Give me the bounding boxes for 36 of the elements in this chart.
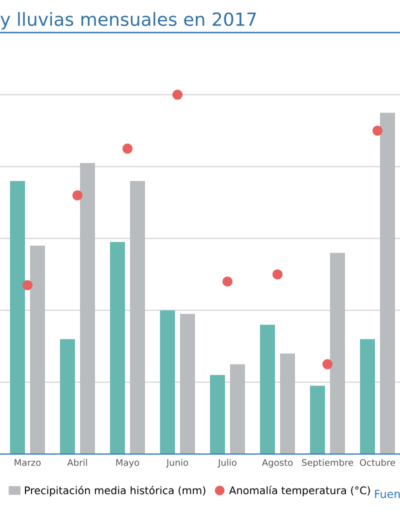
x-tick-label: Agosto [262,459,293,468]
bar [280,353,295,454]
bar [10,180,25,454]
legend-label: Anomalía temperatura (°C) [229,486,370,496]
bar [110,242,125,454]
x-tick-label: Mayo [116,459,140,468]
point [222,276,233,287]
x-tick-label: Octubre [360,458,396,466]
chart-title: y lluvias mensuales en 2017 [0,12,256,30]
bar [310,386,325,454]
bar [30,246,45,454]
x-tick-label: Abril [67,458,87,466]
bar [380,112,395,454]
point [172,90,183,100]
bar [330,252,345,454]
bar [130,180,145,454]
x-tick-label: Julio [218,458,236,468]
bar [60,339,75,454]
point [72,190,83,200]
text: Fuen [375,490,400,498]
x-tick-label: Septiembre [302,458,354,468]
point [372,126,383,136]
bar [80,163,95,454]
bar [180,314,195,454]
bar [230,364,245,454]
point [122,144,133,154]
point [322,359,333,370]
bar [360,339,375,454]
point [272,269,283,280]
bar [260,324,275,454]
bar [160,310,175,454]
bar [210,375,225,454]
x-tick-label: Marzo [14,459,41,466]
legend-label: Precipitación media histórica (mm) [24,486,206,496]
point [22,280,33,290]
x-tick-label: Junio [166,458,188,468]
